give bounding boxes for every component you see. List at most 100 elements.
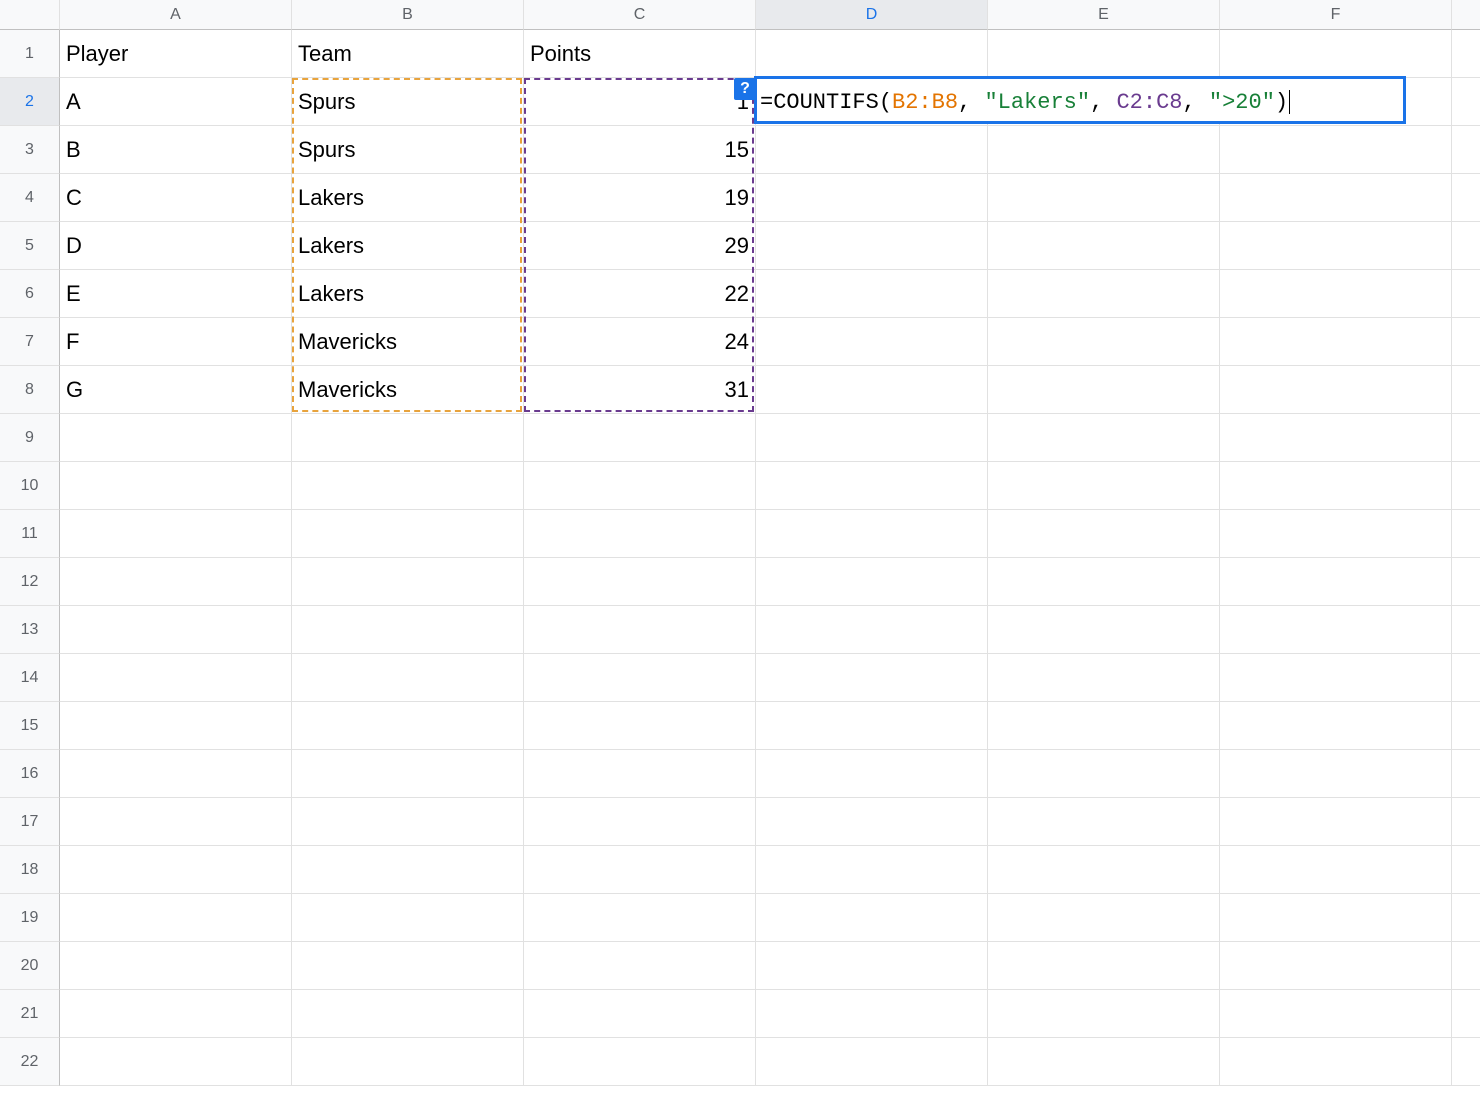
cell-A22[interactable]	[60, 1038, 292, 1086]
cell-B19[interactable]	[292, 894, 524, 942]
cell-C18[interactable]	[524, 846, 756, 894]
row-header-19[interactable]: 19	[0, 894, 60, 942]
column-header-e[interactable]: E	[988, 0, 1220, 30]
row-header-5[interactable]: 5	[0, 222, 60, 270]
cell-x13[interactable]	[1452, 606, 1480, 654]
cell-x14[interactable]	[1452, 654, 1480, 702]
cell-F20[interactable]	[1220, 942, 1452, 990]
cell-C22[interactable]	[524, 1038, 756, 1086]
cell-D14[interactable]	[756, 654, 988, 702]
column-header-a[interactable]: A	[60, 0, 292, 30]
cell-B21[interactable]	[292, 990, 524, 1038]
cell-F4[interactable]	[1220, 174, 1452, 222]
cell-D4[interactable]	[756, 174, 988, 222]
cell-x20[interactable]	[1452, 942, 1480, 990]
cell-A13[interactable]	[60, 606, 292, 654]
cell-F5[interactable]	[1220, 222, 1452, 270]
cell-E9[interactable]	[988, 414, 1220, 462]
cell-x10[interactable]	[1452, 462, 1480, 510]
cell-x22[interactable]	[1452, 1038, 1480, 1086]
cell-A3[interactable]: B	[60, 126, 292, 174]
column-header-d[interactable]: D	[756, 0, 988, 30]
cell-C19[interactable]	[524, 894, 756, 942]
cell-F7[interactable]	[1220, 318, 1452, 366]
cell-B22[interactable]	[292, 1038, 524, 1086]
formula-editor[interactable]: =COUNTIFS(B2:B8, "Lakers", C2:C8, ">20")	[760, 78, 1290, 126]
cell-A14[interactable]	[60, 654, 292, 702]
cell-D1[interactable]	[756, 30, 988, 78]
row-header-12[interactable]: 12	[0, 558, 60, 606]
cell-D10[interactable]	[756, 462, 988, 510]
cell-x15[interactable]	[1452, 702, 1480, 750]
row-header-9[interactable]: 9	[0, 414, 60, 462]
cell-x6[interactable]	[1452, 270, 1480, 318]
cell-A15[interactable]	[60, 702, 292, 750]
cell-C1[interactable]: Points	[524, 30, 756, 78]
cell-B17[interactable]	[292, 798, 524, 846]
row-header-14[interactable]: 14	[0, 654, 60, 702]
cell-D15[interactable]	[756, 702, 988, 750]
cell-x1[interactable]	[1452, 30, 1480, 78]
cell-A16[interactable]	[60, 750, 292, 798]
cell-A20[interactable]	[60, 942, 292, 990]
cell-A18[interactable]	[60, 846, 292, 894]
cell-B4[interactable]: Lakers	[292, 174, 524, 222]
cell-F14[interactable]	[1220, 654, 1452, 702]
cell-E13[interactable]	[988, 606, 1220, 654]
cell-C21[interactable]	[524, 990, 756, 1038]
cell-B7[interactable]: Mavericks	[292, 318, 524, 366]
cell-F12[interactable]	[1220, 558, 1452, 606]
cell-x17[interactable]	[1452, 798, 1480, 846]
cell-B3[interactable]: Spurs	[292, 126, 524, 174]
row-header-10[interactable]: 10	[0, 462, 60, 510]
row-header-8[interactable]: 8	[0, 366, 60, 414]
cell-F8[interactable]	[1220, 366, 1452, 414]
cell-A7[interactable]: F	[60, 318, 292, 366]
cell-C10[interactable]	[524, 462, 756, 510]
select-all-corner[interactable]	[0, 0, 60, 30]
cell-x18[interactable]	[1452, 846, 1480, 894]
cell-C15[interactable]	[524, 702, 756, 750]
cell-x11[interactable]	[1452, 510, 1480, 558]
cell-B15[interactable]	[292, 702, 524, 750]
cell-x4[interactable]	[1452, 174, 1480, 222]
cell-B11[interactable]	[292, 510, 524, 558]
cell-x2[interactable]	[1452, 78, 1480, 126]
cell-C17[interactable]	[524, 798, 756, 846]
cell-F11[interactable]	[1220, 510, 1452, 558]
cell-C14[interactable]	[524, 654, 756, 702]
cell-A11[interactable]	[60, 510, 292, 558]
cell-B6[interactable]: Lakers	[292, 270, 524, 318]
cell-A1[interactable]: Player	[60, 30, 292, 78]
cell-F15[interactable]	[1220, 702, 1452, 750]
row-header-6[interactable]: 6	[0, 270, 60, 318]
cell-E16[interactable]	[988, 750, 1220, 798]
cell-B10[interactable]	[292, 462, 524, 510]
cell-A19[interactable]	[60, 894, 292, 942]
cell-B14[interactable]	[292, 654, 524, 702]
row-header-13[interactable]: 13	[0, 606, 60, 654]
cell-E12[interactable]	[988, 558, 1220, 606]
cell-D19[interactable]	[756, 894, 988, 942]
column-header-c[interactable]: C	[524, 0, 756, 30]
cell-B2[interactable]: Spurs	[292, 78, 524, 126]
cell-E6[interactable]	[988, 270, 1220, 318]
cell-E1[interactable]	[988, 30, 1220, 78]
cell-D21[interactable]	[756, 990, 988, 1038]
cell-E8[interactable]	[988, 366, 1220, 414]
cell-B16[interactable]	[292, 750, 524, 798]
cell-C11[interactable]	[524, 510, 756, 558]
cell-B9[interactable]	[292, 414, 524, 462]
cell-C9[interactable]	[524, 414, 756, 462]
row-header-22[interactable]: 22	[0, 1038, 60, 1086]
cell-A9[interactable]	[60, 414, 292, 462]
cell-C3[interactable]: 15	[524, 126, 756, 174]
cell-D13[interactable]	[756, 606, 988, 654]
cell-E18[interactable]	[988, 846, 1220, 894]
cell-B20[interactable]	[292, 942, 524, 990]
cell-D22[interactable]	[756, 1038, 988, 1086]
cell-x12[interactable]	[1452, 558, 1480, 606]
cell-C12[interactable]	[524, 558, 756, 606]
cell-F16[interactable]	[1220, 750, 1452, 798]
cell-A17[interactable]	[60, 798, 292, 846]
